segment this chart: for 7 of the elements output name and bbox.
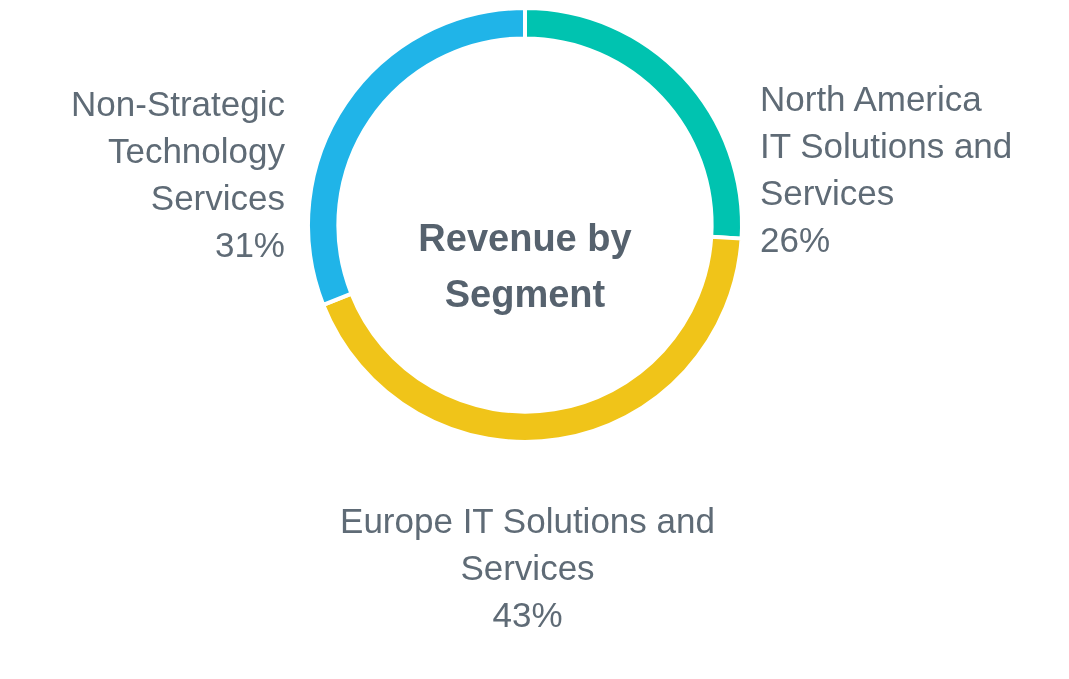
data-label: 43% xyxy=(492,595,563,634)
slice-label: Europe IT Solutions and Services xyxy=(340,501,715,587)
slice-label: Non-Strategic Technology Services xyxy=(71,84,285,217)
data-label: 26% xyxy=(760,220,831,259)
data-label: 31% xyxy=(214,225,285,264)
text: Revenue by Segment xyxy=(417,216,633,317)
slice-label: North America IT Solutions and Services xyxy=(760,79,1013,212)
